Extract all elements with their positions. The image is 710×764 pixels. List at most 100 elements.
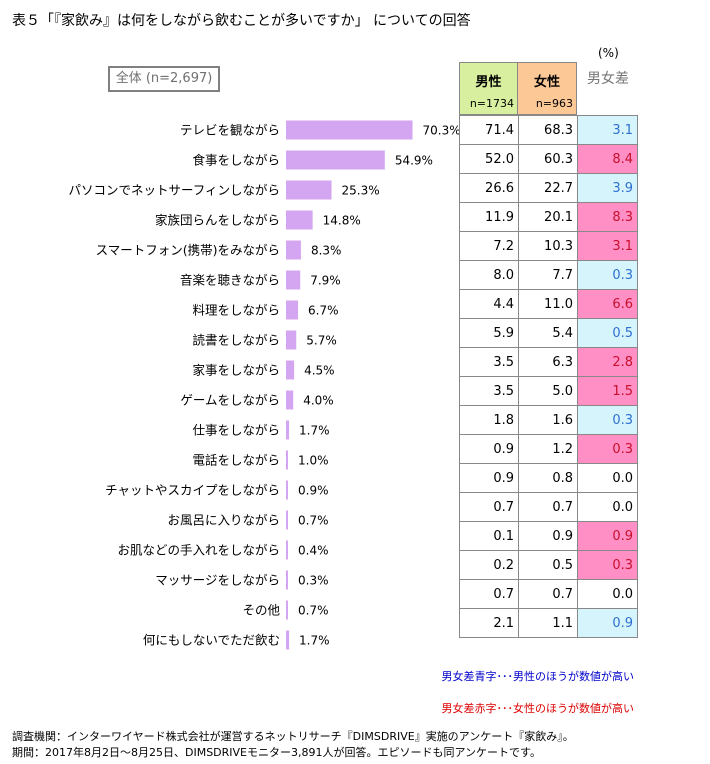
category-label: マッサージをしながら	[155, 573, 280, 588]
bar-value-label: 70.3%	[423, 124, 460, 138]
category-label: 食事をしながら	[192, 153, 280, 168]
female-value: 20.1	[518, 202, 578, 232]
table-row: 0.9 0.8 0.0	[459, 463, 638, 493]
bar-value-label: 1.0%	[298, 454, 329, 468]
footnote-survey: 調査機関：インターワイヤード株式会社が運営するネットリサーチ『DIMSDRIVE…	[12, 730, 574, 743]
category-label: チャットやスカイプをしながら	[105, 483, 280, 498]
category-label: 料理をしながら	[192, 303, 280, 318]
male-value: 2.1	[459, 608, 519, 638]
table-row: 3.5 6.3 2.8	[459, 347, 638, 377]
diff-value: 2.8	[577, 347, 638, 377]
diff-value: 8.4	[577, 144, 638, 174]
male-value: 8.0	[459, 260, 519, 290]
category-label: 家族団らんをしながら	[155, 213, 280, 228]
bar	[286, 270, 301, 290]
category-label: 読書をしながら	[192, 333, 280, 348]
bar-value-label: 14.8%	[323, 214, 361, 228]
category-label: パソコンでネットサーフィンしながら	[68, 183, 280, 198]
table-row: 71.4 68.3 3.1	[459, 115, 638, 145]
bar-value-label: 8.3%	[311, 244, 342, 258]
female-value: 1.2	[518, 434, 578, 464]
bar	[286, 570, 288, 590]
bar	[286, 390, 294, 410]
table-row: 5.9 5.4 0.5	[459, 318, 638, 348]
bar-value-label: 0.7%	[298, 604, 329, 618]
female-value: 10.3	[518, 231, 578, 261]
female-value: 0.9	[518, 521, 578, 551]
female-value: 0.7	[518, 492, 578, 522]
table-row: 4.4 11.0 6.6	[459, 289, 638, 319]
female-value: 5.0	[518, 376, 578, 406]
diff-value: 0.5	[577, 318, 638, 348]
female-header: 女性 n=963	[518, 62, 577, 115]
bar-value-label: 25.3%	[342, 184, 380, 198]
table-row: 3.5 5.0 1.5	[459, 376, 638, 406]
bar-value-label: 5.7%	[306, 334, 337, 348]
diff-value: 0.0	[577, 579, 638, 609]
male-value: 7.2	[459, 231, 519, 261]
bar-value-label: 7.9%	[310, 274, 341, 288]
category-label: 電話をしながら	[192, 453, 280, 468]
bar	[286, 150, 385, 170]
female-value: 22.7	[518, 173, 578, 203]
category-label: テレビを観ながら	[180, 123, 280, 138]
bar	[286, 240, 301, 260]
female-sample-size: n=963	[535, 97, 573, 110]
bar-value-label: 0.3%	[298, 574, 329, 588]
diff-value: 0.9	[577, 608, 638, 638]
bar	[286, 510, 288, 530]
male-value: 26.6	[459, 173, 519, 203]
male-value: 0.1	[459, 521, 519, 551]
bar	[286, 120, 413, 140]
bar	[286, 330, 297, 350]
table-row: 26.6 22.7 3.9	[459, 173, 638, 203]
category-label: 音楽を聴きながら	[180, 273, 280, 288]
footnote-period: 期間：2017年8月2日～8月25日、DIMSDRIVEモニター3,891人が回…	[12, 746, 541, 759]
diff-value: 3.1	[577, 231, 638, 261]
bar-value-label: 4.0%	[303, 394, 334, 408]
male-header-label: 男性	[475, 75, 502, 90]
category-label: お肌などの手入れをしながら	[117, 543, 280, 558]
table-row: 0.1 0.9 0.9	[459, 521, 638, 551]
category-label: 何にもしないでただ飲む	[143, 633, 280, 648]
diff-value: 6.6	[577, 289, 638, 319]
male-value: 71.4	[459, 115, 519, 145]
bar	[286, 300, 299, 320]
unit-label: (%)	[598, 46, 619, 60]
diff-value: 0.3	[577, 260, 638, 290]
table-row: 0.7 0.7 0.0	[459, 492, 638, 522]
male-value: 0.7	[459, 492, 519, 522]
category-label: 仕事をしながら	[192, 423, 280, 438]
table-row: 52.0 60.3 8.4	[459, 144, 638, 174]
legend-blue-note: 男女差青字･･･男性のほうが数値が高い	[441, 670, 635, 683]
bar	[286, 480, 288, 500]
female-value: 1.6	[518, 405, 578, 435]
diff-value: 0.0	[577, 492, 638, 522]
bar-chart: テレビを観ながら 70.3% 食事をしながら 54.9% パソコンでネットサーフィンしな…	[68, 120, 460, 650]
diff-value: 3.9	[577, 173, 638, 203]
table-row: 11.9 20.1 8.3	[459, 202, 638, 232]
female-value: 1.1	[518, 608, 578, 638]
gender-table: 71.4 68.3 3.1 52.0 60.3 8.4 26.6 22.7 3.9 11.9 20.…	[459, 115, 638, 638]
table-row: 7.2 10.3 3.1	[459, 231, 638, 261]
female-value: 0.5	[518, 550, 578, 580]
diff-value: 0.3	[577, 550, 638, 580]
legend-red-note: 男女差赤字･･･女性のほうが数値が高い	[441, 702, 635, 715]
female-value: 0.8	[518, 463, 578, 493]
bar-value-label: 54.9%	[395, 154, 433, 168]
male-value: 52.0	[459, 144, 519, 174]
bar	[286, 540, 288, 560]
bar-value-label: 0.7%	[298, 514, 329, 528]
bar	[286, 210, 313, 230]
bar-value-label: 4.5%	[304, 364, 335, 378]
bar-value-label: 6.7%	[308, 304, 339, 318]
male-value: 0.9	[459, 434, 519, 464]
page-title: 表５「『家飲み』は何をしながら飲むことが多いですか」 についての回答	[12, 13, 471, 29]
total-sample-label: 全体 (n=2,697)	[108, 66, 220, 92]
bar-value-label: 0.9%	[298, 484, 329, 498]
male-value: 0.9	[459, 463, 519, 493]
category-label: その他	[242, 603, 280, 618]
bar-value-label: 1.7%	[299, 634, 330, 648]
female-value: 7.7	[518, 260, 578, 290]
male-value: 3.5	[459, 347, 519, 377]
